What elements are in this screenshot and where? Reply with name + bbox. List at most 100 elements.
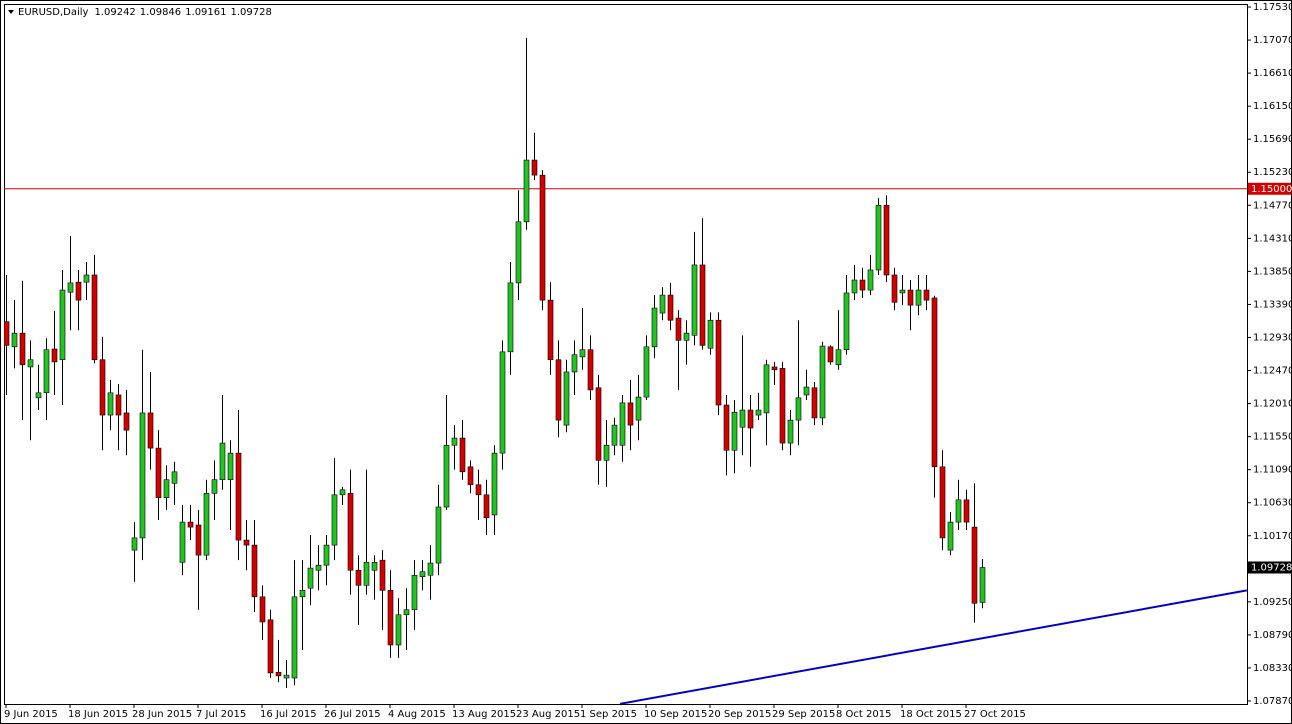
candle-body xyxy=(715,319,722,406)
menu-triangle xyxy=(8,10,14,14)
candle-body xyxy=(883,204,890,276)
x-tick-label: 13 Aug 2015 xyxy=(452,709,516,720)
candle-body xyxy=(155,447,162,498)
candle-body xyxy=(667,294,674,321)
candle-body xyxy=(387,590,394,646)
candle-body xyxy=(619,402,626,446)
candle-body xyxy=(851,279,858,294)
header-close: 1.09728 xyxy=(231,7,272,18)
candle-body xyxy=(363,562,370,586)
y-tick-label: 1.11550 xyxy=(1253,432,1292,443)
candle-body xyxy=(59,289,66,361)
header-low: 1.09161 xyxy=(185,7,226,18)
x-tick-label: 18 Jun 2015 xyxy=(68,709,128,720)
candle-body xyxy=(91,274,98,361)
y-tick-label: 1.13390 xyxy=(1253,299,1292,310)
y-tick-label: 1.15690 xyxy=(1253,134,1292,145)
candle-body xyxy=(627,402,634,426)
candle-body xyxy=(235,452,242,541)
candle-body xyxy=(947,521,954,551)
candle-body xyxy=(611,424,618,446)
candle-body xyxy=(275,671,282,677)
candle-body xyxy=(219,442,226,481)
candle-body xyxy=(787,419,794,444)
candle-body xyxy=(867,269,874,291)
candle-body xyxy=(771,366,778,371)
x-tick-label: 10 Sep 2015 xyxy=(644,709,707,720)
candle-body xyxy=(203,493,210,556)
candle-body xyxy=(331,494,338,546)
candle-body xyxy=(67,282,74,293)
candle-body xyxy=(243,539,250,546)
candle-body xyxy=(907,289,914,306)
candle-body xyxy=(323,544,330,566)
candle-body xyxy=(283,674,290,679)
y-tick-label: 1.13850 xyxy=(1253,266,1292,277)
candle-body xyxy=(459,437,466,473)
x-tick-label: 18 Oct 2015 xyxy=(900,709,962,720)
candle-body xyxy=(43,349,50,394)
candle-body xyxy=(555,359,562,421)
candle-body xyxy=(739,409,746,428)
x-tick-label: 9 Jun 2015 xyxy=(4,709,58,720)
candle-body xyxy=(819,345,826,419)
candle-body xyxy=(4,321,10,346)
candle-body xyxy=(211,479,218,494)
candle-body xyxy=(123,412,130,431)
plot xyxy=(4,37,1247,704)
candle-body xyxy=(515,221,522,284)
candle-body xyxy=(163,479,170,498)
candle-body xyxy=(875,204,882,271)
candle-body xyxy=(11,332,18,348)
level-label-box xyxy=(1248,182,1291,195)
candle-body xyxy=(963,499,970,523)
y-tick-label: 1.15230 xyxy=(1253,167,1292,178)
price-label-box xyxy=(1248,561,1291,574)
y-tick-label: 1.14310 xyxy=(1253,233,1292,244)
x-tick-label: 20 Sep 2015 xyxy=(708,709,771,720)
candle-body xyxy=(859,279,866,291)
candle-body xyxy=(835,349,842,366)
candle-body xyxy=(35,392,42,399)
candle-body xyxy=(971,526,978,604)
x-tick-label: 29 Sep 2015 xyxy=(772,709,835,720)
y-tick-label: 1.12470 xyxy=(1253,366,1292,377)
candle-body xyxy=(83,274,90,283)
y-tick-label: 1.16610 xyxy=(1253,68,1292,79)
trend-line xyxy=(619,589,1247,704)
price-label: 1.09728 xyxy=(1251,563,1292,574)
candle-body xyxy=(251,544,258,598)
candle-body xyxy=(651,307,658,348)
candle-body xyxy=(747,409,754,429)
candle-body xyxy=(451,437,458,446)
candle-body xyxy=(315,564,322,571)
y-tick-label: 1.17070 xyxy=(1253,35,1292,46)
candle-body xyxy=(491,452,498,516)
candle-body xyxy=(643,346,650,398)
y-tick-label: 1.10630 xyxy=(1253,498,1292,509)
candle-body xyxy=(523,159,530,223)
header-open: 1.09242 xyxy=(94,7,135,18)
candle-body xyxy=(795,397,802,421)
candle-body xyxy=(731,411,738,451)
candle-body xyxy=(891,274,898,303)
candle-body xyxy=(811,387,818,419)
candle-body xyxy=(259,596,266,623)
candle-body xyxy=(187,521,194,528)
candle-body xyxy=(403,609,410,616)
level-label: 1.15000 xyxy=(1251,184,1292,195)
candle-body xyxy=(827,346,834,363)
candle-body xyxy=(595,387,602,461)
y-tick-label: 1.14770 xyxy=(1253,200,1292,211)
candle-body xyxy=(659,294,666,314)
candle-body xyxy=(355,569,362,586)
candle-body xyxy=(435,506,442,564)
candle-body xyxy=(411,574,418,611)
candle-body xyxy=(955,499,962,523)
y-tick-label: 1.12930 xyxy=(1253,332,1292,343)
candle-body xyxy=(803,386,810,396)
candle-body xyxy=(427,562,434,576)
candle-body xyxy=(779,368,786,444)
